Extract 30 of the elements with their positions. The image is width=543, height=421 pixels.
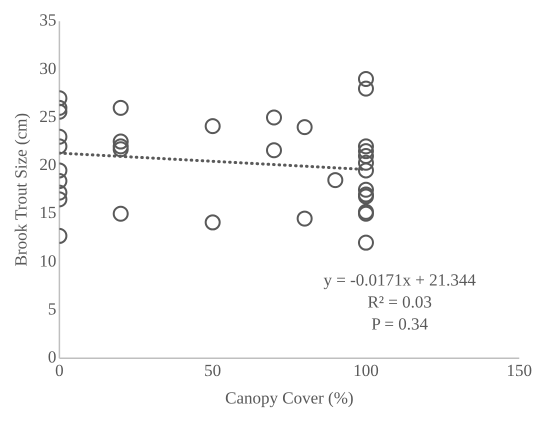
annotation: P = 0.34: [371, 314, 429, 334]
point: [358, 148, 374, 164]
point: [266, 142, 282, 158]
y-tick-label: 20: [39, 155, 56, 174]
y-tick-label: 5: [48, 300, 56, 319]
y-tick-label: 30: [39, 58, 56, 78]
y-tick-label: 35: [39, 10, 56, 30]
point: [358, 154, 374, 171]
point: [296, 210, 313, 227]
point: [358, 80, 374, 97]
y-tick-label: 15: [39, 203, 56, 222]
point: [358, 143, 374, 160]
x-tick-label: 150: [506, 360, 532, 380]
y-axis-title: Brook Trout Size (cm): [12, 112, 31, 266]
point: [327, 172, 344, 188]
x-tick-label: 100: [353, 360, 379, 380]
point: [358, 162, 374, 178]
y-tick-label: 25: [39, 106, 56, 126]
y-tick-label: 0: [48, 348, 56, 367]
y-tick-label: 10: [39, 251, 56, 270]
point: [358, 70, 374, 87]
x-axis-title: Canopy Cover (%): [225, 388, 354, 408]
point: [358, 234, 374, 251]
point: [358, 182, 374, 198]
annotation: R² = 0.03: [368, 292, 432, 312]
point: [358, 138, 374, 154]
point: [296, 119, 313, 136]
x-tick-label: 50: [204, 360, 222, 380]
point: [266, 109, 282, 126]
annotation: y = -0.0171x + 21.344: [324, 270, 476, 290]
